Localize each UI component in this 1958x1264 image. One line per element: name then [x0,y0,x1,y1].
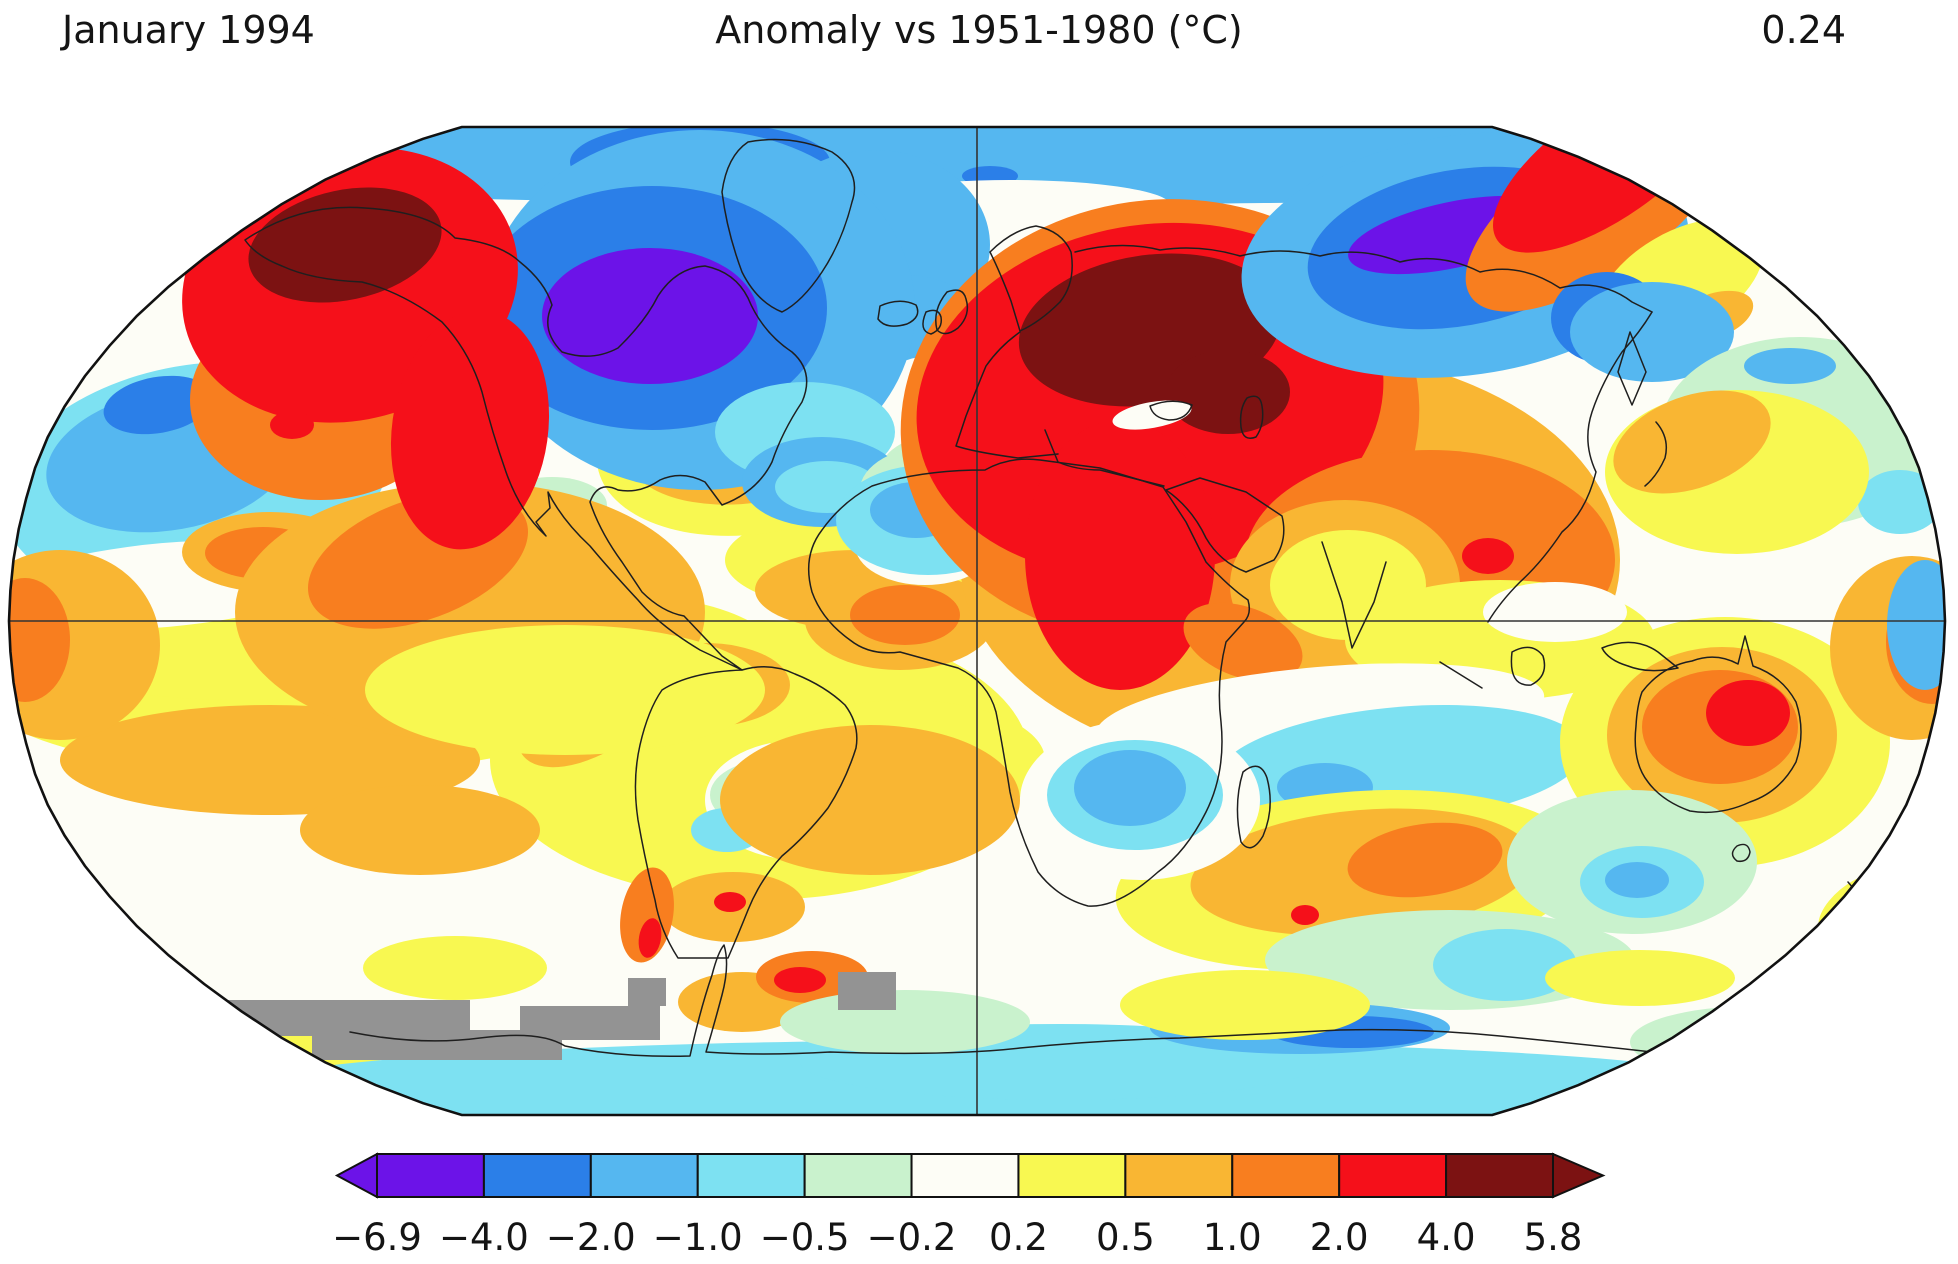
coastline [244,206,808,671]
anomaly-blob [170,148,310,196]
colorbar-segment [482,1153,592,1198]
anomaly-blob [1605,862,1669,898]
anomaly-blob [1347,822,1503,898]
anomaly-blob [1120,970,1370,1040]
colorbar-segment [910,1153,1020,1198]
colorbar-tick-label: 0.2 [989,1216,1048,1259]
colorbar-segment [376,1153,485,1198]
coastline [1487,311,1653,623]
coastline [807,458,1251,907]
coastline [349,944,1653,1058]
anomaly-blob [300,785,540,875]
anomaly-blob [1462,538,1514,574]
anomaly-blob [1706,680,1790,746]
anomaly-blob [714,892,746,912]
coastline [1149,400,1193,421]
colorbar-left-arrow [334,1152,378,1199]
anomaly-blob [365,625,765,755]
colorbar: −6.9 −4.0 −2.0 −1.0 −0.5 −0.2 0.2 0.5 1.0 2.0 4.0 5… [332,1152,1606,1259]
coastline [935,289,969,335]
colorbar-tick-label: 2.0 [1310,1216,1369,1259]
coastline [1074,244,1653,313]
anomaly-blob [1744,348,1836,384]
anomaly-blob [1858,470,1942,534]
anomaly-blob [1291,905,1319,925]
anomaly-blob [1183,602,1303,682]
missing-data-patch [838,972,896,1010]
colorbar-segment [1445,1153,1555,1198]
anomaly-blob [1433,929,1577,1001]
coastline [1644,421,1668,487]
colorbar-right-arrow [1552,1152,1606,1199]
anomaly-blob [720,725,1020,875]
anomaly-blob [1613,390,1771,494]
anomaly-blob [1570,282,1734,382]
colorbar-tick-label: 5.8 [1524,1216,1583,1259]
anomaly-blob [1819,917,1921,1007]
colorbar-tick-label: −4.0 [439,1216,529,1259]
colorbar-tick-label: −6.9 [332,1216,422,1259]
anomaly-blob [1545,950,1735,1006]
colorbar-tick-label: −0.5 [760,1216,850,1259]
anomaly-blob [780,990,1030,1054]
coastline [1439,641,1679,689]
colorbar-tick-label: −2.0 [546,1216,636,1259]
missing-data-patch [628,978,666,1006]
coastline [1239,395,1264,439]
colorbar-tick-label: −0.2 [867,1216,957,1259]
anomaly-blob [1166,350,1290,434]
coastline [922,309,943,335]
colorbar-tick-label: 0.5 [1096,1216,1155,1259]
coastline [1165,477,1285,573]
anomaly-blob [1025,420,1215,690]
colorbar-tick-label: 1.0 [1203,1216,1262,1259]
coastline [877,300,919,327]
anomaly-blob [270,411,314,439]
colorbar-tick-label: −1.0 [653,1216,743,1259]
coastline [1321,541,1387,649]
anomaly-blob [363,936,547,1000]
coastline [1731,843,1751,863]
anomaly-blob [638,918,662,958]
map-outline [7,125,1947,1117]
anomaly-blob [850,585,960,645]
colorbar-segment [1338,1153,1448,1198]
colorbar-segment [696,1153,806,1198]
anomaly-blob [103,375,213,435]
coastline [1634,635,1802,814]
map-clip-group [9,127,1945,1115]
anomaly-blob [1483,582,1627,642]
coastline [634,666,858,959]
coastline [1236,765,1271,849]
global-mean-value: 0.24 [1761,8,1846,52]
missing-data-patch [520,1006,660,1040]
colorbar-segment [1124,1153,1234,1198]
anomaly-blob [774,967,826,993]
coastline [989,225,1073,332]
anomaly-blob [60,705,480,815]
colorbar-segment [1231,1153,1341,1198]
coastline [721,138,856,313]
colorbar-segment [589,1153,699,1198]
header-row: January 1994 Anomaly vs 1951-1980 (°C) 0… [0,6,1958,66]
anomaly-blob [1074,750,1186,826]
chart-title: Anomaly vs 1951-1980 (°C) [715,8,1243,52]
coastline [1617,331,1647,406]
anomaly-blob [248,187,442,303]
anomaly-blob [390,310,550,550]
anomaly-blob [9,578,70,702]
colorbar-segment [803,1153,913,1198]
anomaly-blob [1112,400,1192,430]
date-label: January 1994 [62,8,315,52]
anomaly-blob [542,248,758,384]
colorbar-tick-label: 4.0 [1417,1216,1476,1259]
colorbar-segment [1017,1153,1127,1198]
